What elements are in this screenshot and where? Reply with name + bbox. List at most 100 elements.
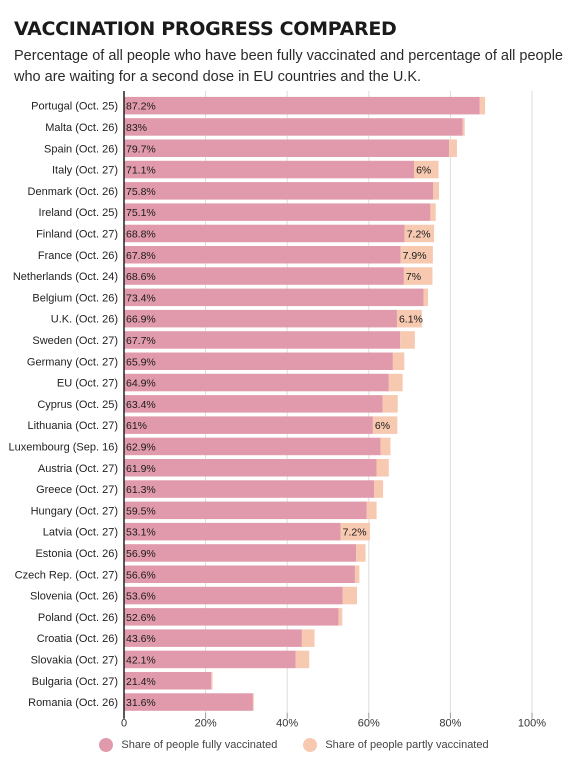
category-label: Netherlands (Oct. 24) [13,271,118,283]
bar-partial [372,416,398,434]
bar-full [124,608,339,626]
bar-partial [374,480,384,498]
bar-full [124,139,450,157]
x-tick-label: 20% [195,718,217,730]
chart-title: VACCINATION PROGRESS COMPARED [14,18,397,40]
category-label: Sweden (Oct. 27) [32,335,118,347]
category-label: Italy (Oct. 27) [52,165,118,177]
bar-partial [340,522,371,541]
category-label: Estonia (Oct. 26) [35,548,118,560]
data-label-full: 53.1% [126,527,156,539]
data-label-full: 75.1% [126,207,156,219]
data-label-full: 79.7% [126,143,156,155]
bar-full [124,586,343,605]
category-label: Germany (Oct. 27) [27,356,118,368]
bar-full [124,96,480,115]
bar-partial [404,224,435,243]
bar-partial [462,118,465,136]
category-label: Belgium (Oct. 26) [32,292,118,304]
bar-partial [354,565,360,583]
bar-partial [342,586,357,605]
bar-partial [301,629,315,647]
data-label-full: 65.9% [126,356,156,368]
bar-full [124,203,431,221]
bar-full [124,693,253,711]
category-label: U.K. (Oct. 26) [51,314,118,326]
bar-full [124,288,424,307]
category-label: Denmark (Oct. 26) [28,186,118,198]
data-label-partial: 6% [375,420,390,432]
bar-full [124,480,375,498]
bar-partial [400,331,415,349]
data-label-full: 61.3% [126,484,156,496]
data-label-full: 68.8% [126,228,156,240]
bar-full [124,650,296,669]
bar-full [124,416,373,434]
category-label: Slovenia (Oct. 26) [30,591,118,603]
bar-partial [479,96,486,115]
bar-partial [392,352,405,370]
data-label-full: 56.6% [126,569,156,581]
category-label: Malta (Oct. 26) [45,122,118,134]
bar-full [124,160,415,179]
x-tick-label: 60% [358,718,380,730]
bar-partial [423,288,428,307]
category-label: EU (Oct. 27) [57,378,118,390]
category-label: Croatia (Oct. 26) [37,633,118,645]
bar-partial [338,608,343,626]
bar-full [124,352,393,370]
data-label-full: 66.9% [126,314,156,326]
bar-partial [396,309,422,328]
bar-full [124,309,397,328]
legend-item-full: Share of people fully vaccinated [99,738,277,752]
x-tick-label: 80% [439,718,461,730]
data-label-partial: 6% [416,165,431,177]
data-label-full: 63.4% [126,399,156,411]
category-label: Finland (Oct. 27) [36,228,118,240]
data-label-full: 61.9% [126,463,156,475]
bar-partial [366,501,377,520]
legend-swatch-partial [303,738,318,752]
legend-swatch-full [99,738,114,752]
bar-partial [433,182,439,200]
chart-subtitle: Percentage of all people who have been f… [14,48,563,85]
data-label-full: 67.7% [126,335,156,347]
bar-full [124,522,341,541]
x-tick-label: 100% [518,718,546,730]
bar-chart: 0 20% 40% 60% 80% 100% Portugal (Oct. 25) 87.2%… [9,91,546,730]
bar-full [124,629,302,647]
bar-full [124,267,404,285]
data-label-full: 31.6% [126,697,156,709]
data-label-full: 64.9% [126,378,156,390]
chart-legend: Share of people fully vaccinated Share o… [0,738,588,752]
bar-partial [211,672,213,690]
data-label-full: 59.5% [126,505,156,517]
bar-full [124,565,355,583]
bar-partial [388,373,403,392]
category-label: Cyprus (Oct. 25) [37,399,118,411]
bar-partial [295,650,310,669]
data-label-full: 56.9% [126,548,156,560]
category-label: Poland (Oct. 26) [38,612,118,624]
bar-full [124,182,434,200]
category-label: Bulgaria (Oct. 27) [32,676,118,688]
bar-partial [252,693,254,711]
category-label: Latvia (Oct. 27) [43,527,118,539]
bar-partial [403,267,433,285]
data-label-full: 73.4% [126,292,156,304]
category-label: Romania (Oct. 26) [28,697,118,709]
data-label-full: 83% [126,122,147,134]
bar-partial [400,246,433,264]
legend-label-partial: Share of people partly vaccinated [325,739,489,751]
category-label: Luxembourg (Sep. 16) [9,441,118,453]
category-label: Spain (Oct. 26) [44,143,118,155]
category-label: France (Oct. 26) [38,250,118,262]
bar-full [124,544,357,562]
category-label: Portugal (Oct. 25) [31,101,118,113]
data-label-partial: 7.2% [407,228,431,240]
bar-full [124,118,463,136]
data-label-full: 75.8% [126,186,156,198]
legend-label-full: Share of people fully vaccinated [121,739,278,751]
bar-full [124,459,377,477]
bar-partial [380,437,391,456]
